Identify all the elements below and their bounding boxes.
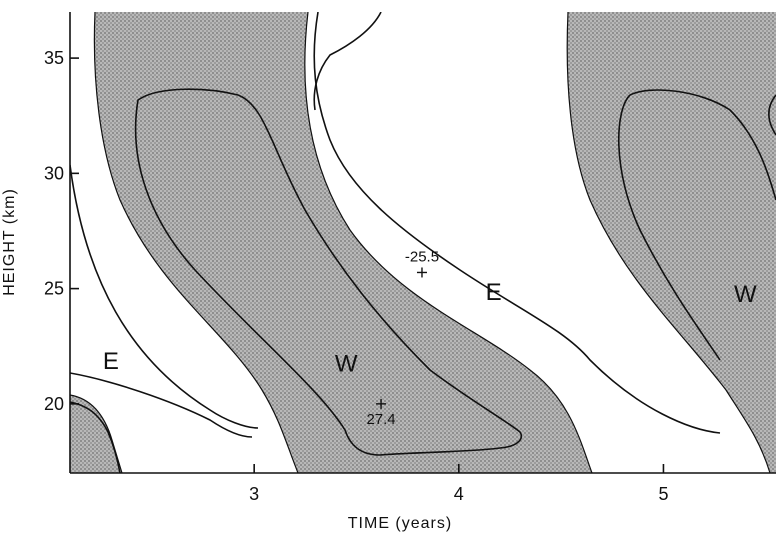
y-tick-label: 20 xyxy=(44,394,64,414)
axes xyxy=(69,12,776,474)
zero-line-bottom-left xyxy=(70,394,123,473)
contour-easterly-left-inner xyxy=(70,372,253,438)
easterly-region-label: E xyxy=(103,348,119,375)
contour-right-edge xyxy=(768,94,776,136)
minimum-value-label: -25.5 xyxy=(405,248,439,265)
x-tick-label: 4 xyxy=(454,484,464,504)
y-tick-label: 25 xyxy=(44,279,64,299)
maximum-value-label: 27.4 xyxy=(366,411,395,428)
y-axis-title: HEIGHT (km) xyxy=(1,188,18,296)
x-ticks: 3 4 5 xyxy=(249,464,668,504)
x-tick-label: 5 xyxy=(658,484,668,504)
westerly-region-bottom-left xyxy=(70,395,122,473)
westerly-region-label: W xyxy=(335,350,358,377)
x-tick-label: 3 xyxy=(249,484,259,504)
contour-westerly-right-lower xyxy=(617,94,721,361)
maximum-marker: 27.4 xyxy=(366,398,396,428)
y-tick-label: 30 xyxy=(44,163,64,183)
zero-line-right xyxy=(566,12,771,473)
y-ticks: 20 25 30 35 xyxy=(44,48,79,414)
westerly-region-main xyxy=(94,12,592,473)
contour-easterly-min xyxy=(313,12,721,434)
contour-westerly-max xyxy=(134,88,522,456)
contour-westerly-right xyxy=(629,89,776,201)
westerly-region-label: W xyxy=(734,281,757,308)
zero-lines xyxy=(70,12,771,473)
contour-westerly-bottom-left xyxy=(70,401,121,473)
x-axis-title: TIME (years) xyxy=(348,515,452,532)
contour-layer xyxy=(70,12,776,473)
easterly-region-label: E xyxy=(486,279,502,306)
extreme-markers: -25.5 27.4 xyxy=(366,248,439,427)
minimum-marker: -25.5 xyxy=(405,248,439,278)
contour-easterly-left-outer xyxy=(70,164,259,429)
contour-easterly-top xyxy=(313,12,382,111)
contour-lines xyxy=(70,12,776,473)
zero-line-middle xyxy=(304,12,593,473)
y-tick-label: 35 xyxy=(44,48,64,68)
zero-line-left xyxy=(93,12,299,473)
region-labels: E W E W xyxy=(103,279,757,377)
